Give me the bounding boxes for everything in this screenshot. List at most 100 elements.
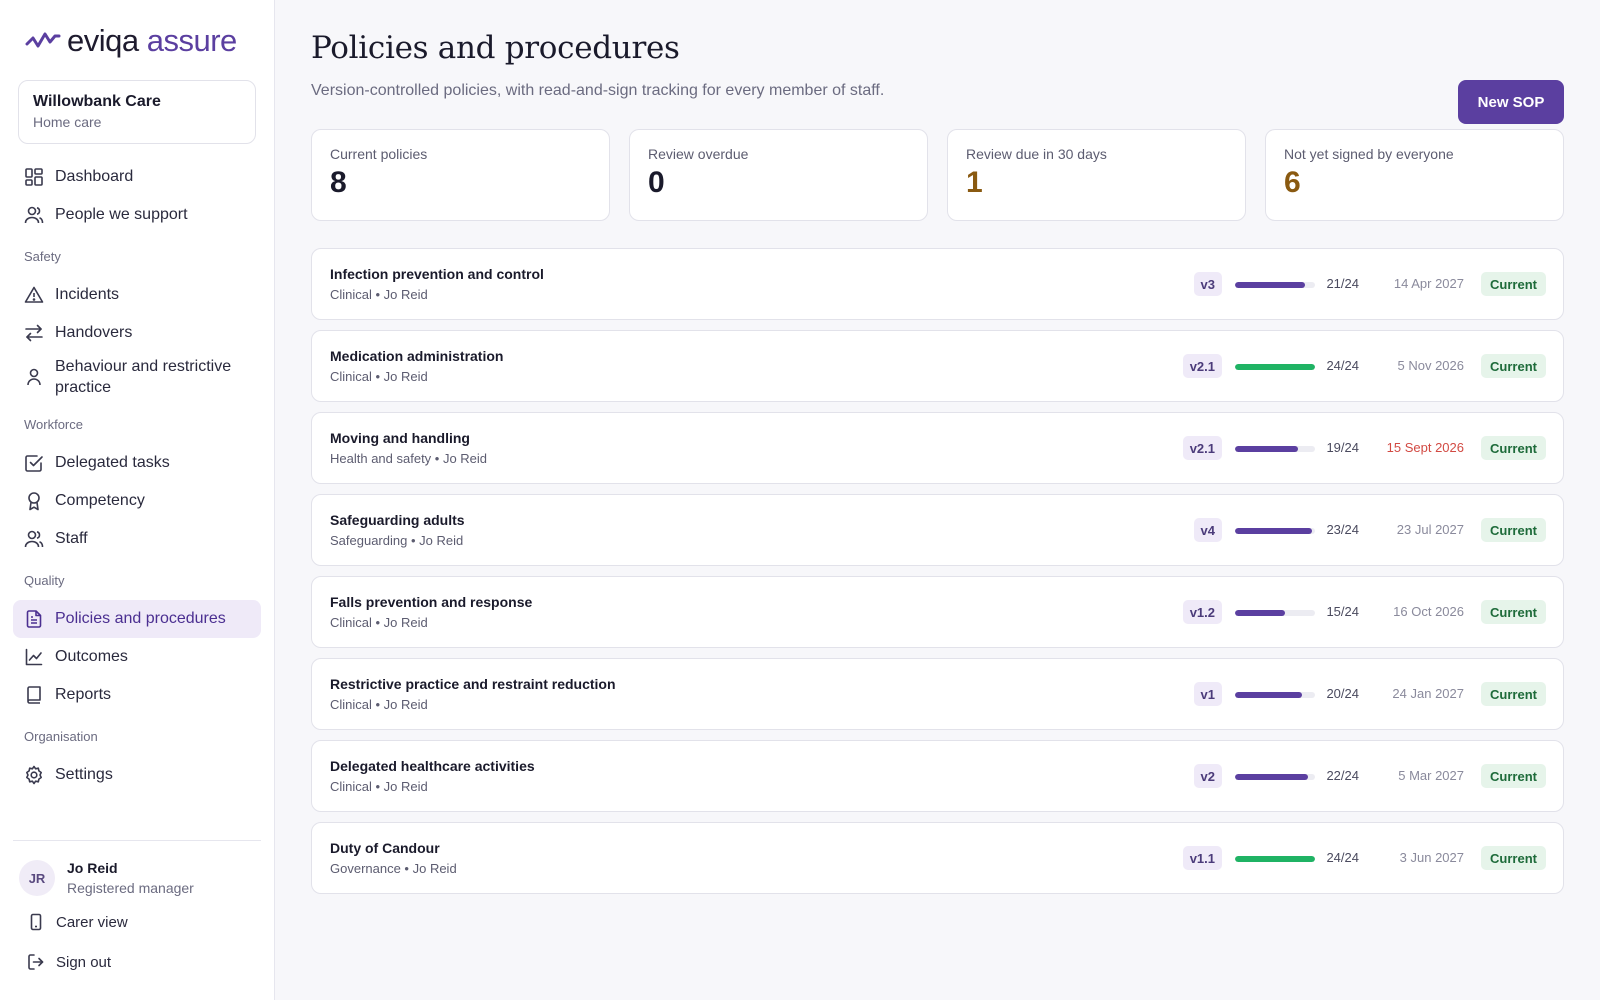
version-badge: v1: [1193, 682, 1222, 706]
org-type: Home care: [33, 114, 102, 130]
signoff-progress-fill: [1235, 692, 1302, 698]
review-date: 16 Oct 2026: [1393, 604, 1464, 619]
avatar: JR: [19, 860, 55, 896]
policy-row[interactable]: Safeguarding adults Safeguarding • Jo Re…: [311, 494, 1564, 566]
policy-meta: Clinical • Jo Reid: [330, 287, 428, 302]
nav-label: People we support: [55, 206, 188, 223]
signoff-count: 19/24: [1326, 440, 1359, 455]
stat-label: Current policies: [330, 146, 428, 162]
user-name: Jo Reid: [67, 860, 118, 876]
policy-row[interactable]: Restrictive practice and restraint reduc…: [311, 658, 1564, 730]
org-name: Willowbank Care: [33, 93, 161, 110]
stat-value: 8: [330, 166, 347, 199]
signoff-count: 21/24: [1326, 276, 1359, 291]
signoff-progress-bar: [1235, 528, 1315, 534]
policy-row[interactable]: Infection prevention and control Clinica…: [311, 248, 1564, 320]
signoff-progress-bar: [1235, 774, 1315, 780]
main-nav: Dashboard People we support Safety Incid…: [13, 158, 261, 794]
dashboard-icon: [24, 167, 44, 187]
nav-item-staff[interactable]: Staff: [13, 520, 261, 558]
signoff-progress-fill: [1235, 364, 1315, 370]
nav-item-behaviour[interactable]: Behaviour and restrictive practice: [13, 352, 261, 402]
users-icon: [24, 529, 44, 549]
user-profile[interactable]: JR Jo Reid Registered manager: [13, 855, 261, 901]
version-badge: v2.1: [1182, 436, 1222, 460]
stat-label: Not yet signed by everyone: [1284, 146, 1454, 162]
policy-meta: Governance • Jo Reid: [330, 861, 457, 876]
checkbox-icon: [24, 453, 44, 473]
signoff-progress-fill: [1235, 446, 1299, 452]
stat-review-due-30: Review due in 30 days 1: [947, 129, 1246, 221]
policy-info: Duty of Candour Governance • Jo Reid: [330, 840, 1545, 876]
nav-item-delegated-tasks[interactable]: Delegated tasks: [13, 444, 261, 482]
nav-item-people[interactable]: People we support: [13, 196, 261, 234]
carer-view-label: Carer view: [56, 913, 128, 931]
nav-item-dashboard[interactable]: Dashboard: [13, 158, 261, 196]
status-badge: Current: [1481, 518, 1546, 542]
signoff-progress-bar: [1235, 610, 1315, 616]
policy-list: Infection prevention and control Clinica…: [311, 248, 1564, 894]
nav-label: Competency: [55, 492, 145, 509]
nav-section-organisation: Organisation: [24, 728, 98, 744]
signoff-count: 24/24: [1326, 850, 1359, 865]
policy-info: Moving and handling Health and safety • …: [330, 430, 1545, 466]
nav-item-handovers[interactable]: Handovers: [13, 314, 261, 352]
main-content: Policies and procedures Version-controll…: [275, 0, 1600, 1000]
sidebar-footer: JR Jo Reid Registered manager Carer view…: [13, 840, 261, 981]
nav-item-incidents[interactable]: Incidents: [13, 276, 261, 314]
signoff-count: 15/24: [1326, 604, 1359, 619]
nav-item-settings[interactable]: Settings: [13, 756, 261, 794]
org-switcher[interactable]: Willowbank Care Home care: [18, 80, 256, 144]
nav-item-competency[interactable]: Competency: [13, 482, 261, 520]
logo-brand: eviqa: [67, 22, 139, 58]
new-sop-button[interactable]: New SOP: [1458, 80, 1564, 124]
nav-item-reports[interactable]: Reports: [13, 676, 261, 714]
policy-title: Falls prevention and response: [330, 594, 533, 610]
policy-row[interactable]: Medication administration Clinical • Jo …: [311, 330, 1564, 402]
nav-item-outcomes[interactable]: Outcomes: [13, 638, 261, 676]
nav-label: Behaviour and restrictive practice: [55, 358, 232, 396]
policy-title: Duty of Candour: [330, 840, 440, 856]
policy-title: Restrictive practice and restraint reduc…: [330, 676, 616, 692]
swap-arrows-icon: [24, 323, 44, 343]
policy-info: Falls prevention and response Clinical •…: [330, 594, 1545, 630]
review-date: 15 Sept 2026: [1386, 440, 1464, 455]
stats-row: Current policies 8 Review overdue 0 Revi…: [311, 129, 1564, 221]
nav-item-policies[interactable]: Policies and procedures: [13, 600, 261, 638]
award-icon: [24, 491, 44, 511]
nav-section-quality: Quality: [24, 572, 65, 588]
stat-current-policies: Current policies 8: [311, 129, 610, 221]
signoff-progress-fill: [1235, 610, 1285, 616]
version-badge: v3: [1193, 272, 1222, 296]
nav-label: Staff: [55, 530, 88, 547]
pulse-logo-icon: [25, 32, 61, 48]
review-date: 3 Jun 2027: [1399, 850, 1464, 865]
nav-label: Settings: [55, 766, 113, 783]
policy-row[interactable]: Duty of Candour Governance • Jo Reid v1.…: [311, 822, 1564, 894]
warning-icon: [24, 285, 44, 305]
nav-label: Policies and procedures: [55, 610, 226, 627]
policy-row[interactable]: Falls prevention and response Clinical •…: [311, 576, 1564, 648]
policy-info: Restrictive practice and restraint reduc…: [330, 676, 1545, 712]
page-title: Policies and procedures: [311, 30, 680, 66]
review-date: 24 Jan 2027: [1392, 686, 1464, 701]
version-badge: v2.1: [1182, 354, 1222, 378]
policy-meta: Clinical • Jo Reid: [330, 615, 428, 630]
stat-value: 1: [966, 166, 983, 199]
policy-title: Safeguarding adults: [330, 512, 465, 528]
sign-out-link[interactable]: Sign out: [13, 943, 261, 981]
phone-icon: [27, 913, 45, 931]
policy-row[interactable]: Delegated healthcare activities Clinical…: [311, 740, 1564, 812]
signoff-progress-bar: [1235, 692, 1315, 698]
policy-title: Delegated healthcare activities: [330, 758, 535, 774]
policy-row[interactable]: Moving and handling Health and safety • …: [311, 412, 1564, 484]
status-badge: Current: [1481, 600, 1546, 624]
logo[interactable]: eviqa assure: [13, 0, 261, 80]
review-date: 23 Jul 2027: [1396, 522, 1464, 537]
signoff-count: 20/24: [1326, 686, 1359, 701]
sign-out-label: Sign out: [56, 953, 112, 971]
carer-view-link[interactable]: Carer view: [13, 903, 261, 941]
nav-section-safety: Safety: [24, 248, 61, 264]
status-badge: Current: [1481, 436, 1546, 460]
stat-review-overdue: Review overdue 0: [629, 129, 928, 221]
